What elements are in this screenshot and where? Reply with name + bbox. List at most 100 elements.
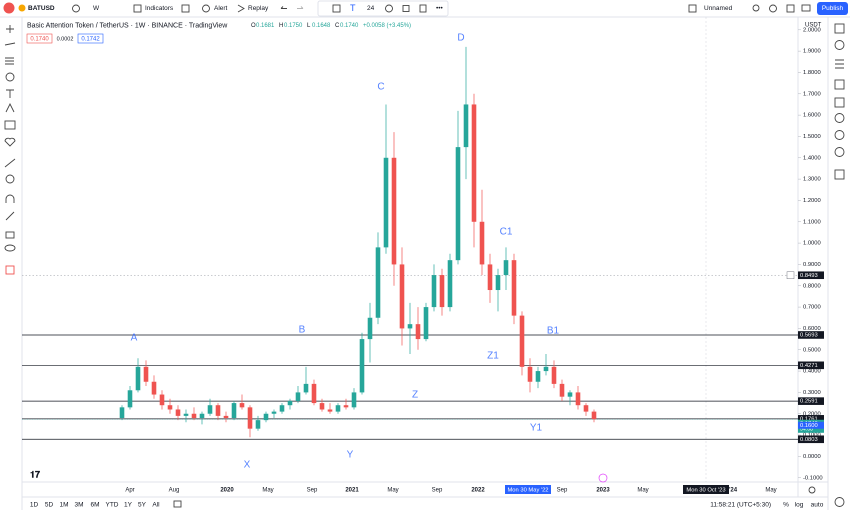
wave-label[interactable]: X — [244, 460, 251, 471]
publish[interactable]: Publish — [822, 5, 844, 12]
xabcd-tool[interactable] — [5, 102, 15, 113]
wave-label[interactable]: Y1 — [530, 423, 543, 434]
indicators-icon[interactable] — [133, 4, 142, 13]
wave-label[interactable]: Y — [347, 450, 354, 461]
bid[interactable]: 0.1740 — [30, 36, 49, 42]
y-tick-label: 1.3000 — [803, 177, 821, 183]
notifications[interactable] — [834, 169, 845, 180]
help[interactable] — [834, 497, 845, 507]
publish-button[interactable] — [817, 2, 848, 15]
range-button[interactable]: All — [152, 502, 160, 509]
redo[interactable] — [297, 6, 304, 9]
layout-name[interactable]: Unnamed — [704, 5, 733, 12]
indicators[interactable]: Indicators — [145, 5, 174, 12]
more[interactable]: ••• — [436, 5, 444, 12]
magnet[interactable] — [5, 194, 15, 203]
wave-label[interactable]: C — [377, 82, 384, 93]
wave-label[interactable]: D — [457, 33, 464, 44]
settings[interactable] — [769, 4, 777, 13]
range-button[interactable]: 1D — [30, 502, 39, 509]
bid-box[interactable] — [26, 33, 53, 44]
undo[interactable] — [280, 6, 287, 9]
layout-icon[interactable] — [688, 4, 697, 13]
wave-label[interactable]: Z — [412, 390, 418, 401]
interval[interactable]: W — [93, 5, 100, 12]
ohlc-key: C — [335, 23, 340, 29]
replay[interactable]: Replay — [248, 5, 269, 12]
axis-settings[interactable] — [808, 486, 816, 494]
x-tick-label: 2022 — [471, 488, 485, 494]
delete-icon[interactable] — [419, 4, 427, 13]
alerts-panel[interactable] — [834, 40, 845, 50]
horizontal-line-tag — [798, 397, 824, 405]
x-tick-label: Sep — [557, 488, 568, 494]
lock-drawings[interactable] — [5, 231, 15, 239]
candle-body — [431, 275, 437, 308]
candle-body — [423, 307, 429, 340]
trend-tool[interactable] — [4, 42, 16, 46]
templates-icon[interactable] — [181, 4, 190, 13]
wave-label[interactable]: B — [299, 325, 306, 336]
stay-drawing[interactable] — [5, 211, 15, 221]
alert[interactable]: Alert — [214, 5, 228, 12]
tv-logo: 𝟏𝟕 — [30, 469, 40, 479]
measure[interactable] — [4, 158, 16, 168]
candle-body — [543, 366, 549, 372]
date-range[interactable] — [173, 500, 182, 508]
y-tick-label: 0.2000 — [803, 411, 821, 417]
range-button[interactable]: 3M — [74, 502, 83, 509]
cross-tool[interactable] — [6, 25, 14, 33]
ask[interactable]: 0.1742 — [81, 36, 100, 42]
candle-body — [239, 403, 245, 408]
search[interactable] — [752, 4, 760, 12]
alert-icon[interactable] — [202, 4, 210, 13]
ask-box[interactable] — [77, 33, 104, 44]
range-button[interactable]: 5Y — [138, 502, 147, 509]
favorites[interactable] — [4, 137, 16, 147]
fullscreen[interactable] — [786, 4, 795, 13]
candle-body — [399, 264, 405, 329]
remove-drawings[interactable] — [5, 265, 15, 275]
dashed-level-label: 0.8493 — [800, 273, 818, 279]
log-toggle[interactable]: log — [795, 502, 804, 509]
chats[interactable] — [834, 147, 845, 157]
logo[interactable] — [3, 2, 15, 14]
snapshot[interactable] — [801, 4, 811, 12]
wave-label[interactable]: C1 — [500, 227, 513, 238]
range-button[interactable]: YTD — [106, 502, 119, 509]
ideas[interactable] — [834, 113, 845, 123]
fib-tool[interactable] — [5, 57, 14, 65]
event-marker[interactable] — [598, 473, 608, 483]
hide-drawings[interactable] — [4, 244, 16, 252]
replay-icon[interactable] — [237, 4, 245, 13]
add-symbol[interactable] — [72, 4, 80, 13]
wave-label[interactable]: Z1 — [487, 351, 499, 362]
data-window[interactable] — [835, 59, 844, 69]
text-tool-left[interactable] — [6, 89, 14, 98]
auto-toggle[interactable]: auto — [811, 502, 824, 509]
streams[interactable] — [834, 130, 845, 140]
hotlists[interactable] — [834, 79, 845, 90]
range-button[interactable]: 1Y — [124, 502, 133, 509]
wave-label[interactable]: B1 — [547, 326, 560, 337]
symbol[interactable]: BATUSD — [28, 5, 55, 12]
candle-body — [255, 420, 261, 429]
lock-icon[interactable] — [402, 5, 410, 12]
range-button[interactable]: 1M — [59, 502, 68, 509]
currency[interactable]: USDT — [805, 23, 822, 29]
y-tick-label: 1.1000 — [803, 219, 821, 225]
watchlist[interactable] — [834, 23, 845, 34]
calendar[interactable] — [834, 97, 845, 108]
text-tool[interactable]: T — [350, 3, 356, 13]
candle-body — [303, 383, 309, 393]
wave-label[interactable]: A — [131, 333, 138, 344]
zoom[interactable] — [5, 174, 15, 184]
font-size[interactable]: 24 — [367, 5, 375, 12]
range-button[interactable]: 5D — [45, 502, 54, 509]
settings-icon[interactable] — [385, 4, 393, 13]
range-button[interactable]: 6M — [90, 502, 99, 509]
pattern-tool[interactable] — [5, 72, 15, 82]
percent-toggle[interactable]: % — [783, 502, 789, 509]
forecast-tool[interactable] — [4, 120, 16, 130]
tool[interactable] — [332, 4, 341, 13]
